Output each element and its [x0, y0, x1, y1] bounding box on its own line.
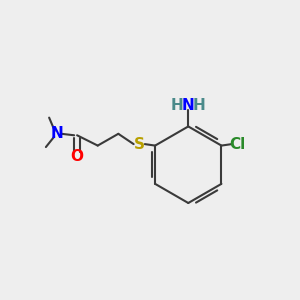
Text: N: N [182, 98, 195, 113]
Text: H: H [193, 98, 206, 113]
Text: S: S [134, 136, 144, 152]
Text: Cl: Cl [230, 136, 246, 152]
Text: H: H [171, 98, 184, 113]
Text: O: O [70, 149, 84, 164]
Text: N: N [51, 126, 64, 141]
